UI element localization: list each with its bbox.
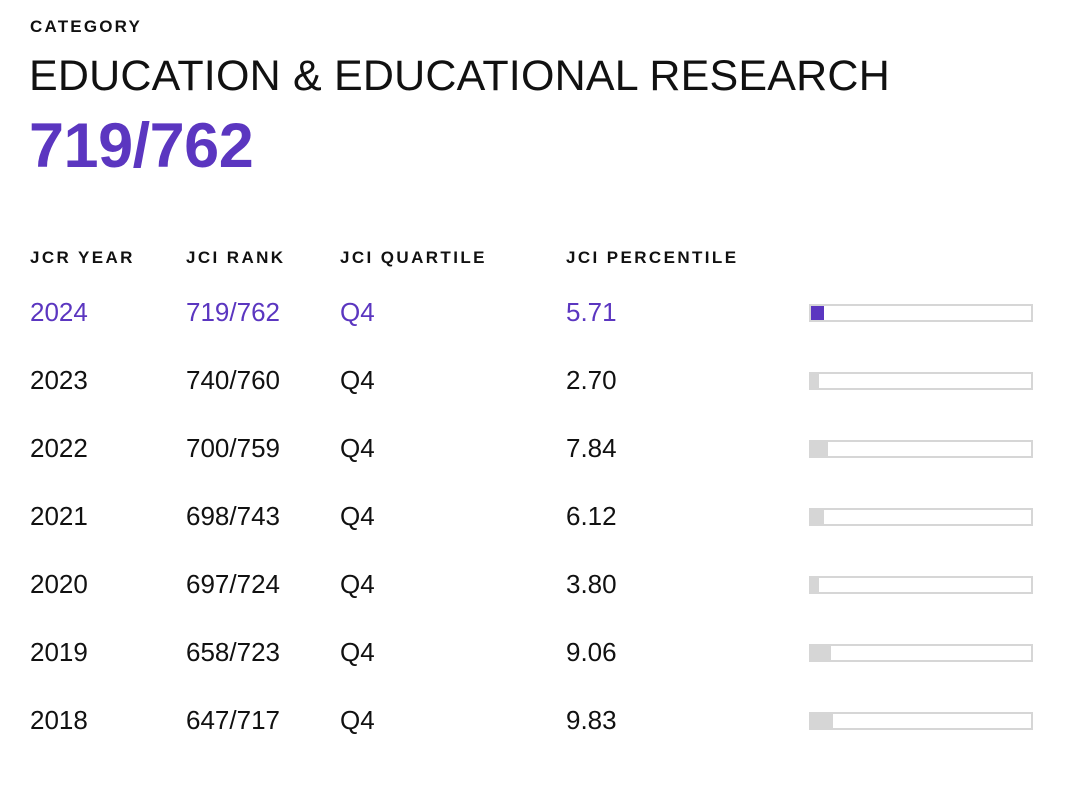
cell-jci-rank: 700/759 bbox=[186, 433, 280, 463]
column-header-jci-rank: JCI RANK bbox=[186, 248, 286, 267]
cell-jci-quartile: Q4 bbox=[340, 365, 375, 395]
cell-jci-rank: 740/760 bbox=[186, 365, 280, 395]
category-name: EDUCATION & EDUCATIONAL RESEARCH bbox=[29, 52, 890, 100]
percentile-bar bbox=[809, 304, 1033, 322]
percentile-bar-fill bbox=[811, 306, 824, 320]
cell-jci-rank: 647/717 bbox=[186, 705, 280, 735]
cell-jci-quartile: Q4 bbox=[340, 705, 375, 735]
cell-jcr-year: 2022 bbox=[30, 433, 88, 463]
table-row: 2018 647/717 Q4 9.83 bbox=[0, 700, 1078, 740]
cell-jcr-year: 2019 bbox=[30, 637, 88, 667]
percentile-bar-fill bbox=[811, 646, 831, 660]
column-header-jci-percentile: JCI PERCENTILE bbox=[566, 248, 739, 267]
percentile-bar bbox=[809, 712, 1033, 730]
percentile-bar-fill bbox=[811, 374, 819, 388]
cell-jci-rank: 719/762 bbox=[186, 297, 280, 327]
table-row: 2023 740/760 Q4 2.70 bbox=[0, 360, 1078, 400]
percentile-bar-fill bbox=[811, 714, 833, 728]
cell-jci-percentile: 7.84 bbox=[566, 433, 617, 463]
cell-jcr-year: 2020 bbox=[30, 569, 88, 599]
cell-jci-percentile: 5.71 bbox=[566, 297, 617, 327]
percentile-bar-fill bbox=[811, 510, 825, 524]
column-header-jci-quartile: JCI QUARTILE bbox=[340, 248, 487, 267]
category-label: CATEGORY bbox=[30, 17, 143, 36]
table-row: 2024 719/762 Q4 5.71 bbox=[0, 292, 1078, 332]
cell-jci-percentile: 6.12 bbox=[566, 501, 617, 531]
table-row: 2020 697/724 Q4 3.80 bbox=[0, 564, 1078, 604]
table-row: 2019 658/723 Q4 9.06 bbox=[0, 632, 1078, 672]
percentile-bar-fill bbox=[811, 578, 820, 592]
percentile-bar bbox=[809, 644, 1033, 662]
cell-jci-percentile: 3.80 bbox=[566, 569, 617, 599]
percentile-bar bbox=[809, 440, 1033, 458]
cell-jci-rank: 658/723 bbox=[186, 637, 280, 667]
percentile-bar bbox=[809, 508, 1033, 526]
percentile-bar bbox=[809, 576, 1033, 594]
cell-jcr-year: 2023 bbox=[30, 365, 88, 395]
cell-jcr-year: 2021 bbox=[30, 501, 88, 531]
cell-jci-rank: 698/743 bbox=[186, 501, 280, 531]
category-rank: 719/762 bbox=[29, 111, 254, 181]
table-row: 2022 700/759 Q4 7.84 bbox=[0, 428, 1078, 468]
cell-jcr-year: 2024 bbox=[30, 297, 88, 327]
cell-jci-quartile: Q4 bbox=[340, 569, 375, 599]
column-header-jcr-year: JCR YEAR bbox=[30, 248, 135, 267]
cell-jci-quartile: Q4 bbox=[340, 433, 375, 463]
cell-jci-percentile: 2.70 bbox=[566, 365, 617, 395]
cell-jci-quartile: Q4 bbox=[340, 637, 375, 667]
cell-jci-quartile: Q4 bbox=[340, 501, 375, 531]
cell-jci-quartile: Q4 bbox=[340, 297, 375, 327]
cell-jci-rank: 697/724 bbox=[186, 569, 280, 599]
percentile-bar-fill bbox=[811, 442, 829, 456]
cell-jci-percentile: 9.06 bbox=[566, 637, 617, 667]
cell-jci-percentile: 9.83 bbox=[566, 705, 617, 735]
percentile-bar bbox=[809, 372, 1033, 390]
cell-jcr-year: 2018 bbox=[30, 705, 88, 735]
table-row: 2021 698/743 Q4 6.12 bbox=[0, 496, 1078, 536]
